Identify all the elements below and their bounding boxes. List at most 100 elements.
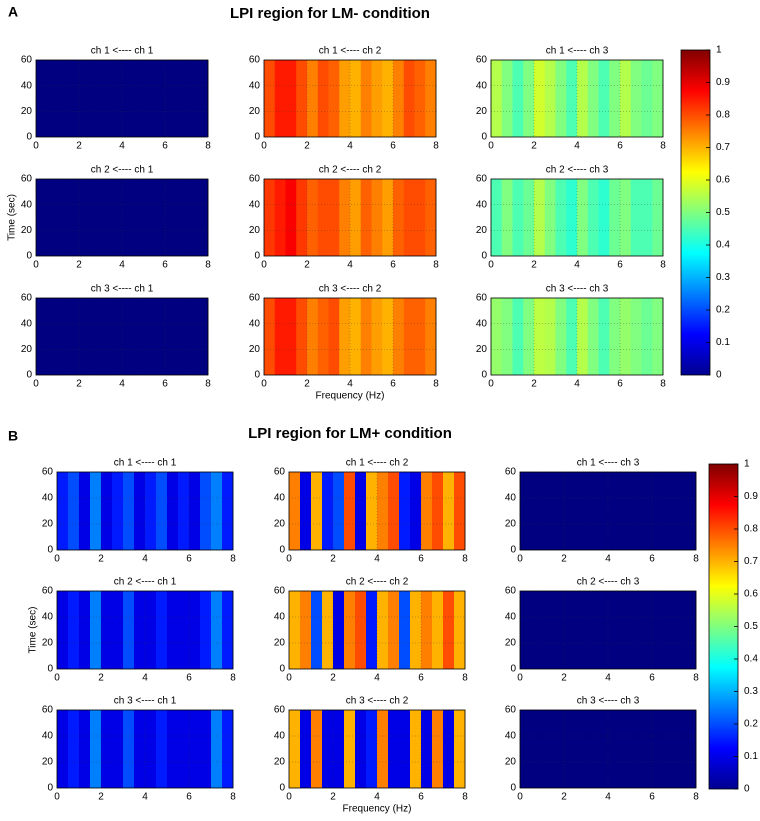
- heat-column: [134, 591, 146, 669]
- colorbar-tick-label: 0.3: [716, 272, 730, 283]
- heat-column: [317, 60, 329, 137]
- heat-column: [432, 710, 444, 788]
- heat-column: [575, 591, 587, 669]
- panel-label: B: [8, 428, 18, 444]
- heat-column: [663, 710, 675, 788]
- heat-column: [566, 298, 578, 375]
- heat-column: [608, 591, 620, 669]
- heat-column: [296, 298, 308, 375]
- y-tick-label: 40: [476, 318, 488, 329]
- heat-column: [531, 472, 543, 550]
- x-tick-label: 6: [649, 792, 655, 803]
- x-tick-label: 2: [561, 554, 567, 565]
- heat-column: [200, 710, 212, 788]
- heat-column: [100, 298, 112, 375]
- heat-column: [79, 710, 91, 788]
- y-tick-label: 60: [42, 705, 54, 716]
- x-tick-label: 0: [261, 141, 267, 152]
- y-tick-label: 20: [274, 757, 286, 768]
- plot-frame: [263, 59, 437, 138]
- heat-column: [143, 179, 155, 256]
- heat-column: [289, 591, 301, 669]
- heat-column: [597, 591, 609, 669]
- heat-column: [577, 298, 589, 375]
- heat-column: [414, 179, 426, 256]
- heat-column: [186, 298, 198, 375]
- heat-column: [641, 710, 653, 788]
- heat-column: [564, 472, 576, 550]
- x-tick-label: 0: [261, 260, 267, 271]
- heat-column: [620, 60, 632, 137]
- x-axis-label: Frequency (Hz): [316, 391, 385, 402]
- heat-column: [454, 591, 466, 669]
- x-tick-label: 4: [142, 554, 148, 565]
- heat-column: [89, 179, 101, 256]
- x-tick-label: 4: [347, 260, 353, 271]
- heat-column: [575, 472, 587, 550]
- heat-column: [443, 710, 455, 788]
- heat-column: [57, 60, 69, 137]
- heat-column: [421, 710, 433, 788]
- x-tick-label: 8: [693, 554, 699, 565]
- plot-frame: [56, 709, 234, 789]
- heat-column: [523, 298, 535, 375]
- y-tick-label: 0: [481, 251, 487, 262]
- x-tick-label: 4: [605, 792, 611, 803]
- colorbar-tick-label: 0.2: [744, 719, 758, 730]
- y-tick-label: 0: [510, 545, 516, 556]
- heat-column: [350, 298, 362, 375]
- heat-column: [531, 710, 543, 788]
- x-tick-label: 2: [304, 260, 310, 271]
- heat-column: [520, 591, 532, 669]
- y-tick-label: 0: [254, 132, 260, 143]
- x-tick-label: 6: [418, 792, 424, 803]
- heat-column: [663, 472, 675, 550]
- y-tick-label: 20: [249, 225, 261, 236]
- heat-column: [143, 60, 155, 137]
- heat-column: [211, 591, 223, 669]
- heat-column: [79, 591, 91, 669]
- heat-column: [641, 60, 653, 137]
- heat-column: [189, 472, 201, 550]
- heat-column: [534, 298, 546, 375]
- y-tick-label: 40: [21, 80, 33, 91]
- y-tick-label: 20: [274, 638, 286, 649]
- colorbar-tick-label: 1: [716, 45, 722, 56]
- heat-column: [403, 60, 415, 137]
- heat-column: [377, 710, 389, 788]
- y-tick-label: 20: [42, 519, 54, 530]
- heat-column: [328, 179, 340, 256]
- heat-column: [553, 472, 565, 550]
- x-tick-label: 8: [230, 792, 236, 803]
- heat-column: [542, 710, 554, 788]
- y-tick-label: 0: [279, 545, 285, 556]
- heat-column: [586, 710, 598, 788]
- heat-column: [371, 298, 383, 375]
- heat-column: [501, 60, 513, 137]
- heat-column: [186, 60, 198, 137]
- heat-column: [143, 298, 155, 375]
- heat-column: [393, 298, 405, 375]
- y-tick-label: 60: [21, 293, 33, 304]
- heat-column: [132, 298, 144, 375]
- x-tick-label: 0: [488, 260, 494, 271]
- heat-column: [112, 591, 124, 669]
- heat-column: [534, 179, 546, 256]
- colorbar-tick-label: 0.1: [744, 751, 758, 762]
- y-tick-label: 0: [481, 132, 487, 143]
- x-tick-label: 6: [390, 141, 396, 152]
- heat-column: [619, 591, 631, 669]
- colorbar-tick-label: 0.4: [716, 240, 730, 251]
- heat-column: [264, 179, 276, 256]
- y-tick-label: 0: [47, 545, 53, 556]
- plot-frame: [35, 178, 209, 257]
- colorbar-tick-label: 0.8: [744, 524, 758, 535]
- y-tick-label: 40: [274, 731, 286, 742]
- heat-column: [100, 179, 112, 256]
- y-tick-label: 40: [249, 318, 261, 329]
- heat-column: [674, 472, 686, 550]
- heat-column: [285, 60, 297, 137]
- heat-column: [371, 60, 383, 137]
- heat-column: [311, 472, 323, 550]
- heat-column: [154, 60, 166, 137]
